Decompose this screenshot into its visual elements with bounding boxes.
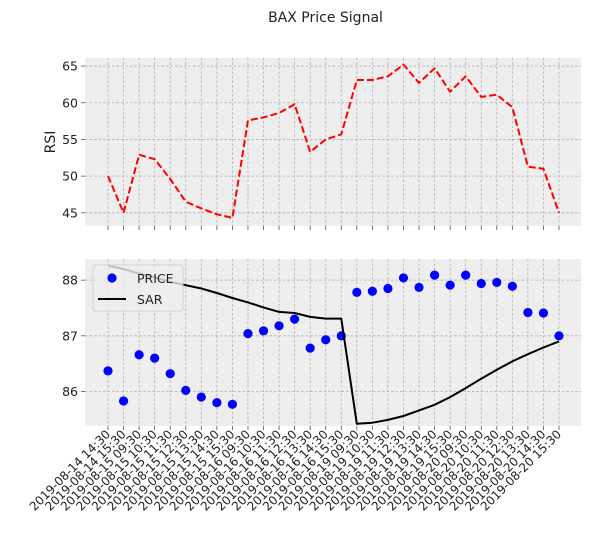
price-point [367, 286, 377, 296]
price-point [398, 273, 409, 283]
price-point [507, 281, 517, 291]
legend-price-marker [107, 273, 117, 283]
price-panel: 86 87 88 PRICE SAR [62, 259, 581, 430]
price-point [165, 369, 175, 379]
price-point [554, 331, 564, 341]
rsi-data [107, 63, 560, 219]
price-point [414, 282, 424, 292]
price-point [134, 350, 144, 360]
price-point [103, 366, 113, 376]
rsi-ytick-label: 50 [62, 169, 78, 184]
rsi-ytick-label: 45 [62, 205, 78, 220]
price-point [305, 343, 315, 353]
rsi-ytick-label: 65 [62, 59, 78, 74]
price-point [150, 353, 160, 363]
legend-price-label: PRICE [137, 271, 174, 286]
rsi-panel: 45 50 55 60 65 RSI [43, 58, 581, 230]
price-point [492, 277, 502, 287]
price-point [274, 321, 284, 331]
price-point [445, 280, 455, 290]
price-point [258, 326, 269, 336]
price-point [321, 335, 331, 345]
rsi-ytick-label: 55 [62, 132, 78, 147]
rsi-ylabel: RSI [43, 131, 59, 154]
price-ytick-label: 86 [62, 384, 78, 399]
price-point [212, 398, 222, 408]
price-ytick-label: 87 [62, 328, 78, 343]
price-point [538, 308, 549, 318]
price-point [476, 278, 486, 289]
rsi-line [107, 63, 560, 219]
price-point [429, 270, 440, 280]
price-point [523, 307, 533, 318]
rsi-ytick-label: 60 [62, 95, 78, 110]
price-point [243, 328, 253, 339]
chart-title: BAX Price Signal [268, 10, 383, 26]
price-legend: PRICE SAR [92, 264, 184, 312]
price-point [383, 283, 393, 294]
price-point [461, 270, 471, 280]
rsi-plot-area [85, 58, 581, 226]
price-point [227, 399, 238, 409]
price-ytick-label: 88 [62, 273, 78, 288]
price-point [181, 385, 191, 395]
price-point [196, 392, 206, 402]
price-point [290, 314, 300, 324]
price-point [352, 287, 362, 297]
legend-sar-label: SAR [137, 292, 163, 307]
price-point [118, 396, 129, 406]
